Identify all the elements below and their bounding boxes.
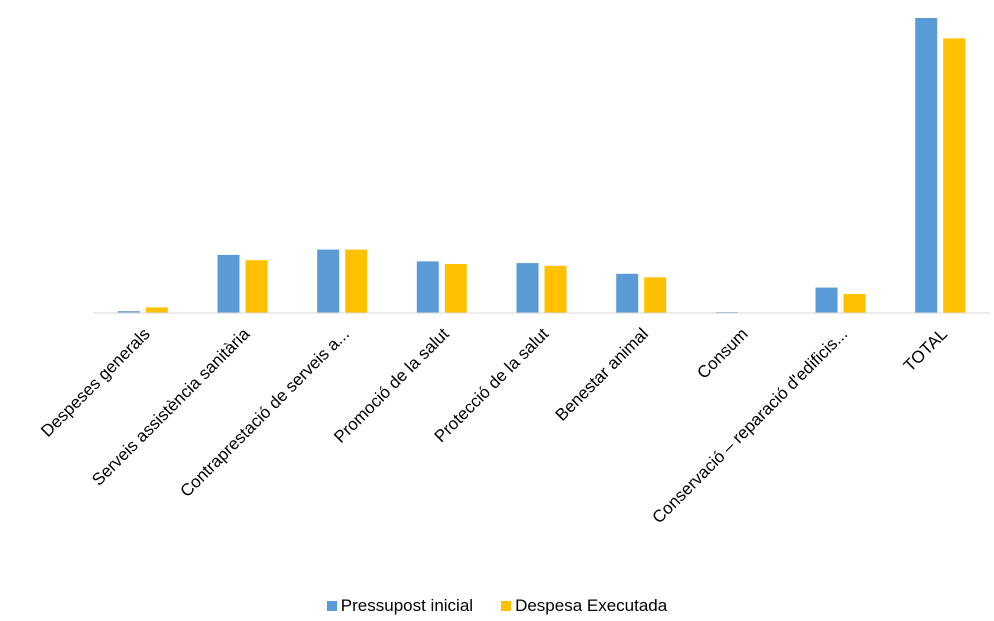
bar-series-1-cat-6 xyxy=(616,273,639,313)
legend-item-series-1: Pressupost inicial xyxy=(326,596,474,616)
x-tick-label-5: Protecció de la salut xyxy=(431,324,553,446)
x-tick-label-3: Contraprestació de serveis a... xyxy=(177,324,353,500)
bar-series-2-cat-2 xyxy=(245,260,268,313)
bar-series-1-cat-8 xyxy=(815,287,838,313)
legend-label-series-2: Despesa Executada xyxy=(515,596,668,615)
bar-series-1-cat-9 xyxy=(915,18,938,313)
legend-label-series-1: Pressupost inicial xyxy=(340,596,474,615)
bar-series-2-cat-9 xyxy=(943,38,966,314)
x-tick-label-8: Conservació – reparació d'edificis... xyxy=(649,324,852,527)
bar-series-2-cat-4 xyxy=(444,264,467,313)
bar-series-2-cat-3 xyxy=(345,249,368,313)
bar-series-1-cat-2 xyxy=(217,254,240,313)
x-tick-label-1: Despeses generals xyxy=(37,324,153,440)
bar-series-2-cat-1 xyxy=(145,307,168,313)
bars-group xyxy=(117,18,966,314)
x-tick-label-6: Benestar animal xyxy=(552,324,652,424)
x-tick-label-2: Serveis assistència sanitària xyxy=(88,324,253,489)
x-tick-label-9: TOTAL xyxy=(900,324,951,375)
bar-series-2-cat-5 xyxy=(544,265,567,313)
legend: Pressupost inicial Despesa Executada xyxy=(0,596,994,616)
bar-series-1-cat-3 xyxy=(317,249,340,313)
legend-swatch-series-1 xyxy=(326,601,337,611)
bar-series-1-cat-5 xyxy=(516,263,539,313)
bar-series-1-cat-4 xyxy=(416,261,439,313)
bar-series-2-cat-6 xyxy=(644,277,667,313)
bar-series-2-cat-8 xyxy=(843,294,866,313)
bar-series-1-cat-1 xyxy=(117,311,140,313)
x-tick-label-7: Consum xyxy=(693,324,751,382)
legend-item-series-2: Despesa Executada xyxy=(501,596,667,616)
legend-swatch-series-2 xyxy=(501,601,512,611)
